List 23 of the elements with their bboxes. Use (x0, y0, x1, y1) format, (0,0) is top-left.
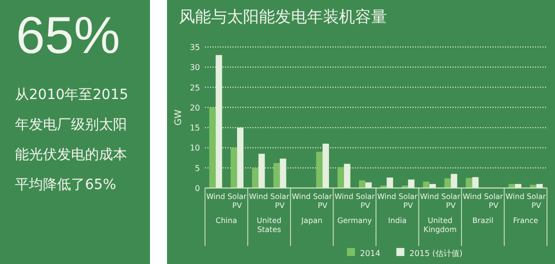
chart-title: 风能与太阳能发电年装机容量 (179, 7, 387, 26)
y-tick-label: 15 (190, 124, 200, 133)
bar (358, 180, 366, 188)
bar (444, 178, 451, 188)
bar (230, 148, 238, 188)
bar (209, 107, 216, 188)
y-tick-label: 30 (190, 63, 200, 72)
text: 从2010年至2015年发电厂级别太阳能光伏发电的成本平均降低了65% (15, 86, 130, 195)
y-tick-label: 5 (194, 164, 200, 173)
y-tick-label: 20 (190, 103, 200, 112)
y-tick-label: 10 (190, 144, 200, 153)
y-axis-title: GW (174, 109, 184, 126)
y-tick-label: 25 (190, 83, 200, 92)
y-tick-label: 35 (190, 43, 200, 52)
bar (423, 182, 430, 188)
bar (338, 167, 344, 188)
legend-label: 2014 (360, 249, 380, 258)
bar (252, 168, 258, 188)
text: 65% (16, 6, 120, 66)
y-tick-label: 0 (194, 184, 200, 193)
legend-label: 2015 (估计值) (409, 249, 463, 258)
bar (316, 152, 323, 188)
bar (273, 163, 280, 188)
